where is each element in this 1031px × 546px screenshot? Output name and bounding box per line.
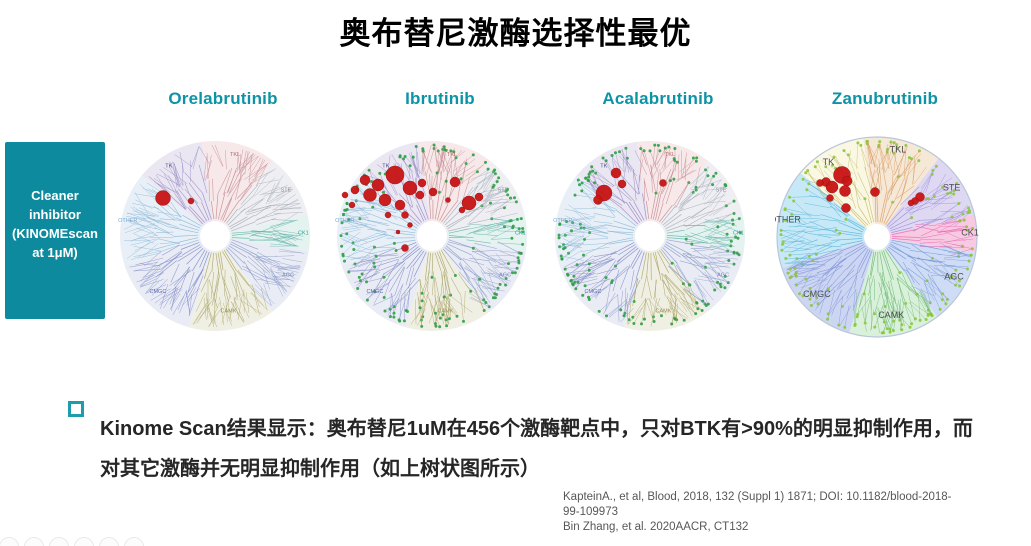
- citation-line: Bin Zhang, et al. 2020AACR, CT132: [563, 521, 749, 534]
- kinome-tree-orelabrutinib: TKL STE CK1 AGC CAMK CMGC OTHER TK: [118, 140, 311, 332]
- bullet-text: Kinome Scan结果显示：奥布替尼1uM在456个激酶靶点中，只对BTK有…: [100, 418, 973, 480]
- citations: KapteinA., et al, Blood, 2018, 132 (Supp…: [563, 490, 952, 536]
- svg-text:TKL: TKL: [890, 145, 907, 155]
- svg-text:CAMK: CAMK: [656, 309, 672, 315]
- cleaner-inhibitor-label-box: Cleaner inhibitor (KINOMEscan at 1μM): [5, 142, 105, 319]
- svg-text:TKL: TKL: [447, 152, 457, 158]
- viewer-dock-button[interactable]: [124, 537, 144, 546]
- drug-name-zanubrutinib: Zanubrutinib: [831, 89, 939, 108]
- side-box-line: Cleaner: [31, 188, 79, 203]
- drug-name-acalabrutinib: Acalabrutinib: [602, 89, 714, 108]
- svg-text:AGC: AGC: [944, 272, 964, 282]
- svg-text:AGC: AGC: [282, 273, 294, 279]
- svg-text:CMGC: CMGC: [366, 289, 383, 295]
- svg-text:OTHER: OTHER: [553, 218, 572, 224]
- viewer-dock-button[interactable]: [99, 537, 119, 546]
- kinome-tree-ibrutinib: TKL STE CK1 AGC CAMK CMGC OTHER TK: [335, 140, 528, 332]
- viewer-dock-button[interactable]: [74, 537, 94, 546]
- side-box-line: inhibitor: [29, 206, 81, 222]
- svg-text:CAMK: CAMK: [221, 309, 237, 315]
- side-box-line: (KINOMEscan: [12, 225, 98, 241]
- bullet-square-icon: [68, 401, 84, 417]
- svg-text:OTHER: OTHER: [335, 218, 354, 224]
- kinome-tree-zanubrutinib: TKL STE CK1 AGC CAMK CMGC OTHER TK: [775, 136, 979, 338]
- svg-text:STE: STE: [498, 188, 509, 194]
- kinome-tree-acalabrutinib: TKL STE CK1 AGC CAMK CMGC OTHER TK: [553, 140, 746, 332]
- svg-text:AGC: AGC: [717, 273, 729, 279]
- citation-line: 99-109973: [563, 506, 618, 519]
- svg-text:CK1: CK1: [515, 231, 526, 237]
- side-box-line: at 1μM): [32, 244, 78, 260]
- svg-text:CAMK: CAMK: [438, 309, 454, 315]
- svg-text:CK1: CK1: [961, 227, 979, 237]
- svg-text:CMGC: CMGC: [584, 289, 601, 295]
- svg-text:TKL: TKL: [665, 152, 675, 158]
- svg-text:CK1: CK1: [298, 231, 309, 237]
- svg-text:TK: TK: [165, 164, 172, 170]
- viewer-dock-button[interactable]: [0, 537, 19, 546]
- svg-text:TK: TK: [823, 157, 835, 167]
- svg-text:STE: STE: [716, 188, 727, 194]
- drug-name-ibrutinib: Ibrutinib: [405, 89, 475, 108]
- svg-text:TK: TK: [382, 164, 389, 170]
- svg-text:STE: STE: [943, 182, 961, 192]
- citation-line: KapteinA., et al, Blood, 2018, 132 (Supp…: [563, 491, 952, 503]
- viewer-dock-button[interactable]: [24, 537, 44, 546]
- svg-text:STE: STE: [281, 188, 292, 194]
- slide-title: 奥布替尼激酶选择性最优: [339, 16, 692, 51]
- viewer-dock: [0, 537, 144, 546]
- svg-text:OTHER: OTHER: [118, 218, 137, 224]
- drug-name-orelabrutinib: Orelabrutinib: [168, 89, 278, 108]
- svg-text:OTHER: OTHER: [775, 215, 801, 225]
- svg-text:CK1: CK1: [733, 231, 744, 237]
- svg-text:CMGC: CMGC: [803, 289, 831, 299]
- viewer-dock-button[interactable]: [49, 537, 69, 546]
- svg-text:AGC: AGC: [499, 273, 511, 279]
- svg-text:CAMK: CAMK: [878, 310, 904, 320]
- svg-text:TK: TK: [600, 164, 607, 170]
- svg-text:TKL: TKL: [230, 152, 240, 158]
- svg-text:CMGC: CMGC: [149, 289, 166, 295]
